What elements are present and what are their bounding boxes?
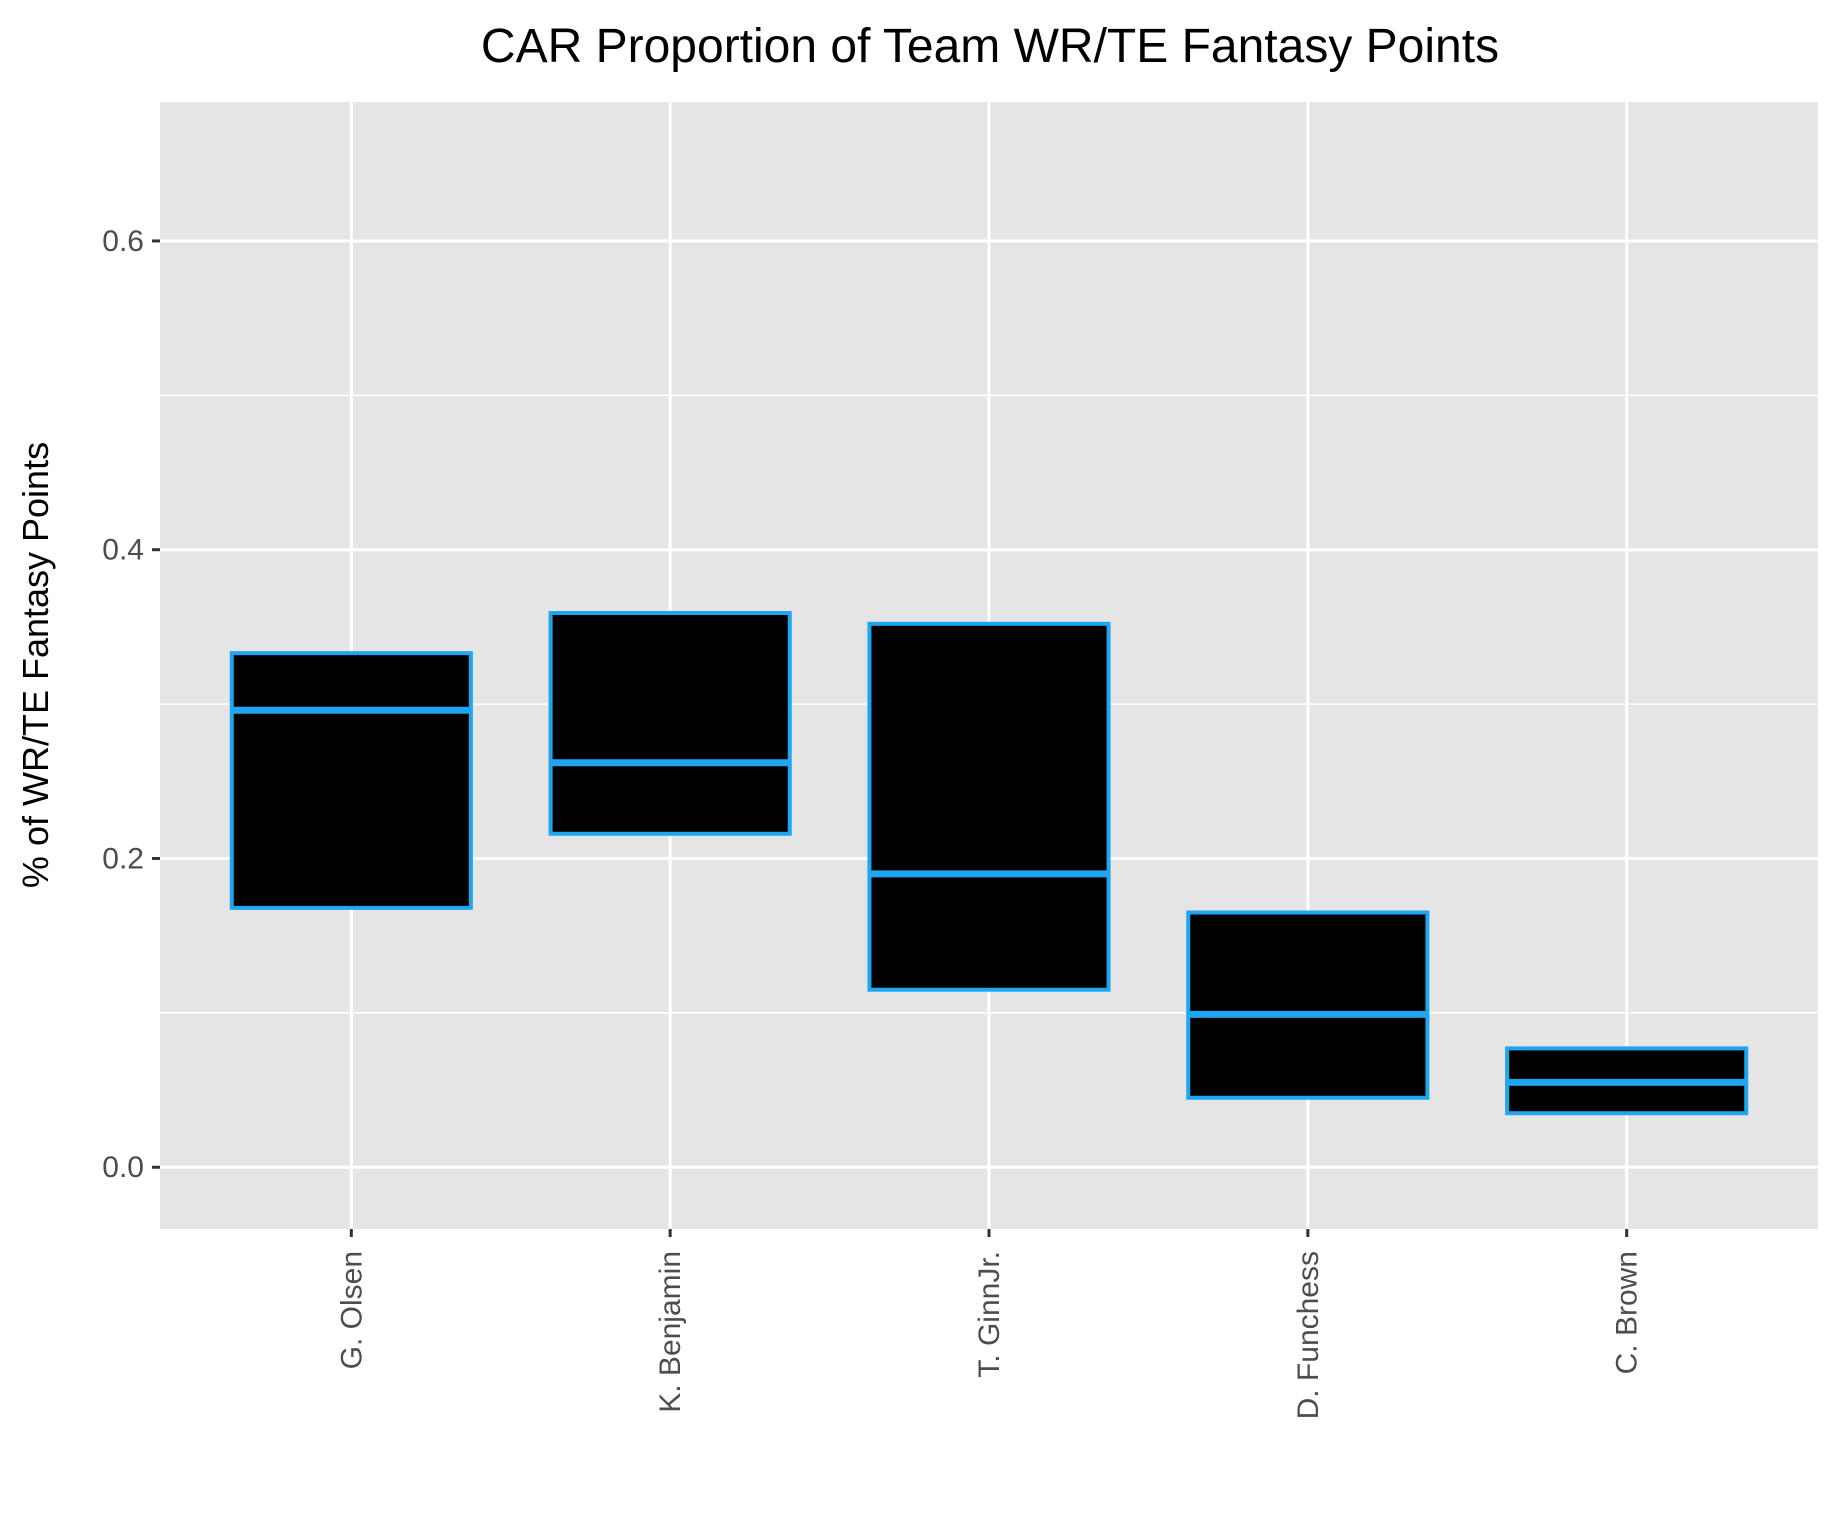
y-axis-label: % of WR/TE Fantasy Points [15,442,56,888]
y-tick-label: 0.0 [102,1151,144,1184]
box-d-funchess [1186,910,1430,1100]
box-t-ginnjr [867,621,1111,992]
x-tick-label: T. GinnJr. [973,1251,1006,1378]
x-tick-label: C. Brown [1611,1251,1644,1374]
x-tick-label: G. Olsen [335,1251,368,1369]
box-k-benjamin [548,611,792,836]
box-iqr [1186,910,1430,1100]
x-tick-label: K. Benjamin [654,1251,687,1413]
boxes [229,611,1749,1116]
y-tick-label: 0.2 [102,842,144,875]
box-iqr [867,621,1111,992]
box-iqr [229,651,473,910]
axes: 0.0 0.2 0.4 0.6 G. Olsen K. Benjamin T. GinnJr… [102,225,1643,1419]
y-tick-label: 0.6 [102,225,144,258]
y-tick-label: 0.4 [102,534,144,567]
chart-title: CAR Proportion of Team WR/TE Fantasy Poi… [481,20,1499,73]
box-iqr [548,611,792,836]
box-c-brown [1505,1046,1749,1116]
x-tick-label: D. Funchess [1292,1251,1325,1419]
box-g-olsen [229,651,473,910]
